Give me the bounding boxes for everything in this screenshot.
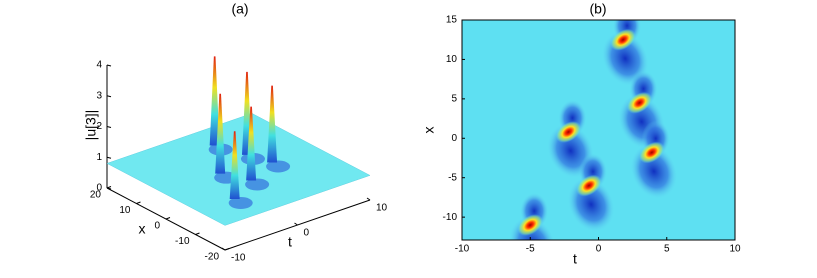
x-tick-label: 0 [304, 228, 310, 239]
x-tick-label: 5 [664, 244, 670, 255]
tick-mark [195, 232, 200, 235]
peak [229, 131, 240, 199]
y-tick-label: -10 [175, 236, 190, 247]
x-tick-label: -10 [231, 253, 246, 264]
y-tick-label: 0 [451, 133, 457, 144]
y-tick-label: 20 [90, 190, 102, 201]
tick-mark [106, 186, 112, 189]
surface-dip [245, 178, 270, 191]
z-axis-label: |u[3]| [83, 110, 99, 141]
y-tick-label: 0 [154, 221, 160, 232]
z-tick-label: 1 [96, 152, 102, 163]
z-tick-label: 2 [96, 121, 102, 132]
z-tick-label: 3 [96, 90, 102, 101]
y-tick-label: 15 [446, 15, 458, 26]
panel-title: (a) [231, 1, 248, 17]
tick-mark [294, 222, 298, 226]
y-tick-label: -5 [448, 172, 457, 183]
y-tick-label: 10 [119, 205, 131, 216]
tick-mark [221, 247, 226, 251]
peak [246, 106, 257, 181]
z-tick-label: 4 [96, 60, 102, 71]
y-tick-label: -20 [205, 252, 220, 263]
z-tick-label: 0 [96, 183, 102, 194]
peak [209, 56, 220, 146]
y-axis-label: x [421, 127, 437, 134]
tick-mark [106, 126, 112, 128]
surface-dip [228, 196, 253, 209]
x-axis-label: t [288, 234, 292, 250]
plot-area [462, 20, 735, 240]
peak [215, 93, 226, 174]
peak [639, 141, 665, 164]
x-axis-label: t [573, 251, 577, 267]
x-tick-label: 10 [376, 203, 388, 214]
x-tick-label: 0 [596, 244, 602, 255]
y-axis-label: x [139, 221, 146, 237]
x-tick-label: -5 [526, 244, 535, 255]
x-tick-label: 10 [729, 244, 741, 255]
tick-mark [106, 156, 112, 159]
surface-dip [266, 160, 291, 173]
y-tick-label: 10 [446, 54, 458, 65]
peak [267, 85, 278, 163]
y-tick-label: -10 [443, 212, 458, 223]
peak [517, 214, 543, 236]
tick-mark [366, 197, 371, 201]
tick-mark [224, 248, 230, 251]
tick-mark [136, 201, 141, 204]
peak [576, 174, 602, 197]
peak [555, 121, 582, 143]
y-tick-label: 5 [451, 93, 457, 104]
panel-title: (b) [589, 1, 606, 17]
tick-mark [165, 217, 171, 220]
x-tick-label: -10 [455, 244, 470, 255]
tick-mark [106, 64, 112, 67]
tick-mark [106, 95, 112, 98]
peak [626, 91, 653, 114]
peak [610, 28, 636, 51]
